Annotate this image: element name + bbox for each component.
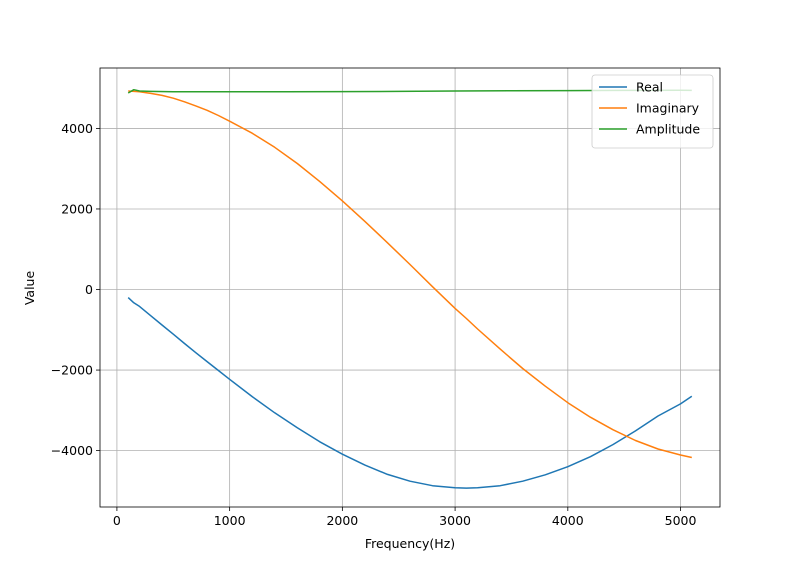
legend-label-amplitude: Amplitude	[636, 122, 700, 137]
y-tick-label: −4000	[51, 443, 93, 458]
legend: Real Imaginary Amplitude	[591, 74, 714, 149]
y-tick-label: 0	[85, 282, 93, 297]
axis-ticks: 0 1000 2000 3000 4000 5000 −4000 −2000 0 2000 4000	[51, 121, 697, 528]
y-tick-label: 4000	[61, 121, 93, 136]
y-axis-label: Value	[22, 271, 37, 306]
x-tick-label: 0	[113, 513, 121, 528]
x-tick-label: 2000	[326, 513, 358, 528]
legend-label-real: Real	[636, 80, 663, 95]
x-tick-label: 4000	[552, 513, 584, 528]
x-tick-label: 1000	[214, 513, 246, 528]
y-tick-label: −2000	[51, 363, 93, 378]
x-axis-label: Frequency(Hz)	[365, 536, 455, 551]
series-line-real	[127, 297, 693, 489]
x-tick-label: 3000	[439, 513, 471, 528]
series-line-imaginary	[128, 90, 692, 459]
x-tick-label: 5000	[665, 513, 697, 528]
legend-label-imaginary: Imaginary	[636, 101, 700, 116]
y-tick-label: 2000	[61, 201, 93, 216]
axes-frame	[99, 67, 721, 508]
